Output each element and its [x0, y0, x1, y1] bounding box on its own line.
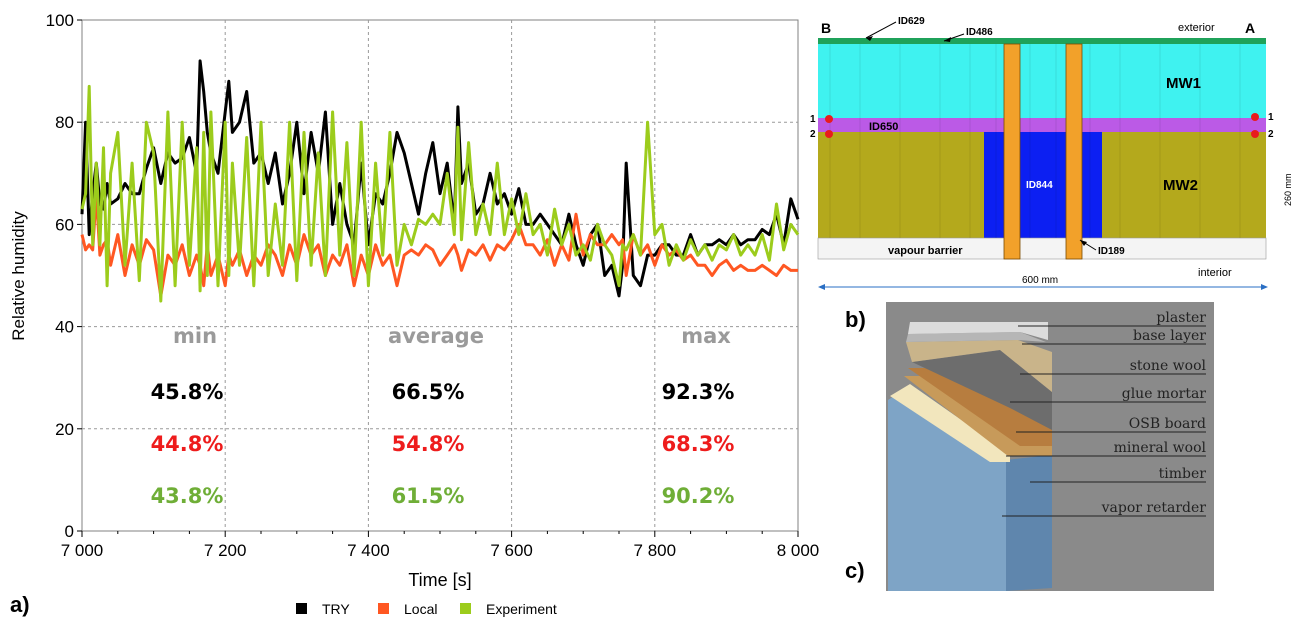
exterior-membrane [818, 38, 1266, 44]
x-tick-label: 7 400 [347, 541, 390, 560]
diagram-c: plaster base layer stone wool glue mortar OS… [845, 302, 1214, 591]
glue-mortar-layer [912, 350, 1052, 430]
panel-label-a: a) [10, 592, 30, 617]
height-dimension-label: 260 mm [1283, 173, 1293, 206]
legend-label-experiment: Experiment [486, 601, 557, 617]
point-2-left [825, 130, 833, 138]
base-layer [906, 332, 1046, 342]
y-tick-label: 20 [55, 420, 74, 439]
corner-a-label: A [1245, 20, 1255, 36]
x-tick-labels: 7 000 7 200 7 400 7 600 7 800 8 000 [61, 531, 820, 560]
x-tick-label: 7 000 [61, 541, 104, 560]
point-1-right-label: 1 [1268, 112, 1274, 123]
series-line-experiment [80, 84, 800, 303]
stats-header-average: average [388, 324, 484, 348]
stats-header-max: max [681, 324, 731, 348]
stats-value: 54.8% [392, 432, 465, 456]
timber-strip [890, 384, 1010, 462]
point-2-right-label: 2 [1268, 129, 1274, 140]
panel-label-c: c) [845, 558, 865, 583]
layer-label: mineral wool [1114, 440, 1207, 456]
layer-label: glue mortar [1122, 386, 1207, 402]
id629-arrow-head [866, 36, 873, 41]
legend-label-try: TRY [322, 601, 350, 617]
id650-layer [818, 118, 1266, 132]
legend-swatch-local [378, 603, 389, 614]
stats-value: 45.8% [151, 380, 224, 404]
id629-arrow [865, 21, 897, 39]
stats-value: 92.3% [662, 380, 735, 404]
stats-value: 90.2% [662, 484, 735, 508]
stats-header-min: min [173, 324, 217, 348]
interior-label: interior [1198, 267, 1232, 279]
layer-label: timber [1159, 466, 1207, 482]
x-tick-label: 7 200 [204, 541, 247, 560]
stats-value: 66.5% [392, 380, 465, 404]
timber-stud-left [1003, 43, 1021, 260]
id629-label: ID629 [898, 16, 925, 27]
layer-label: plaster [1156, 310, 1206, 326]
id486-label: ID486 [966, 27, 993, 38]
x-axis-label: Time [s] [408, 570, 471, 590]
x-tick-label: 7 600 [490, 541, 533, 560]
exterior-label: exterior [1178, 22, 1215, 34]
layer-label: vapor retarder [1101, 500, 1207, 516]
point-2-left-label: 2 [810, 129, 816, 140]
stats-table: min average max 45.8% 66.5% 92.3% 44.8% 54.8% 68… [151, 324, 735, 508]
vapour-barrier-label: vapour barrier [888, 245, 963, 257]
chart-panel: 0 20 40 60 80 100 7 000 7 200 7 400 7 600 7 800 8 … [9, 11, 819, 617]
panel-label-b: b) [845, 307, 866, 332]
id650-label: ID650 [869, 121, 898, 133]
mesh-grid [829, 44, 1241, 238]
plaster-layer [908, 322, 1048, 340]
y-tick-label: 80 [55, 113, 74, 132]
diagram-b: 1 2 1 2 B A exterior ID629 ID486 MW1 ID6… [810, 16, 1293, 332]
layer-label: base layer [1133, 328, 1206, 344]
x-tick-label: 8 000 [777, 541, 820, 560]
point-1-left-label: 1 [810, 114, 816, 125]
legend-swatch-experiment [460, 603, 471, 614]
osb-board-layer [908, 368, 1052, 446]
timber-stud-right [1065, 43, 1083, 260]
vapor-retarder-face [888, 388, 1006, 591]
corner-b-label: B [821, 20, 831, 36]
y-tick-label: 60 [55, 215, 74, 234]
mw1-label: MW1 [1166, 75, 1201, 92]
stats-value: 44.8% [151, 432, 224, 456]
y-tick-label: 0 [65, 522, 74, 541]
width-arrow-right [1261, 284, 1268, 290]
series-lines [80, 59, 800, 303]
y-tick-label: 40 [55, 318, 74, 337]
point-1-right [1251, 113, 1259, 121]
mw2-label: MW2 [1163, 177, 1198, 194]
y-tick-label: 100 [46, 11, 74, 30]
vapour-barrier-layer [817, 237, 1267, 260]
stats-value: 61.5% [392, 484, 465, 508]
id189-label: ID189 [1098, 246, 1125, 257]
stone-wool-layer [906, 340, 1052, 392]
legend-label-local: Local [404, 601, 437, 617]
layer-labels: plaster base layer stone wool glue mortar OS… [1002, 310, 1207, 517]
point-1-left [825, 115, 833, 123]
id189-arrow-head [1080, 240, 1087, 246]
mw1-layer [818, 44, 1266, 118]
width-arrow-left [818, 284, 825, 290]
layer-label: OSB board [1129, 416, 1206, 432]
x-tick-label: 7 800 [634, 541, 677, 560]
vapor-retarder-face-right [1006, 455, 1052, 591]
stats-value: 43.8% [151, 484, 224, 508]
stats-value: 68.3% [662, 432, 735, 456]
y-axis-label: Relative humidity [9, 211, 28, 341]
id844-label: ID844 [1026, 180, 1053, 191]
y-tick-labels: 0 20 40 60 80 100 [46, 11, 82, 541]
point-2-right [1251, 130, 1259, 138]
legend-swatch-try [296, 603, 307, 614]
layer-label: stone wool [1130, 358, 1207, 374]
legend: TRY Local Experiment [296, 601, 557, 617]
width-dimension-label: 600 mm [1022, 275, 1058, 286]
id486-arrow-head [944, 37, 951, 42]
